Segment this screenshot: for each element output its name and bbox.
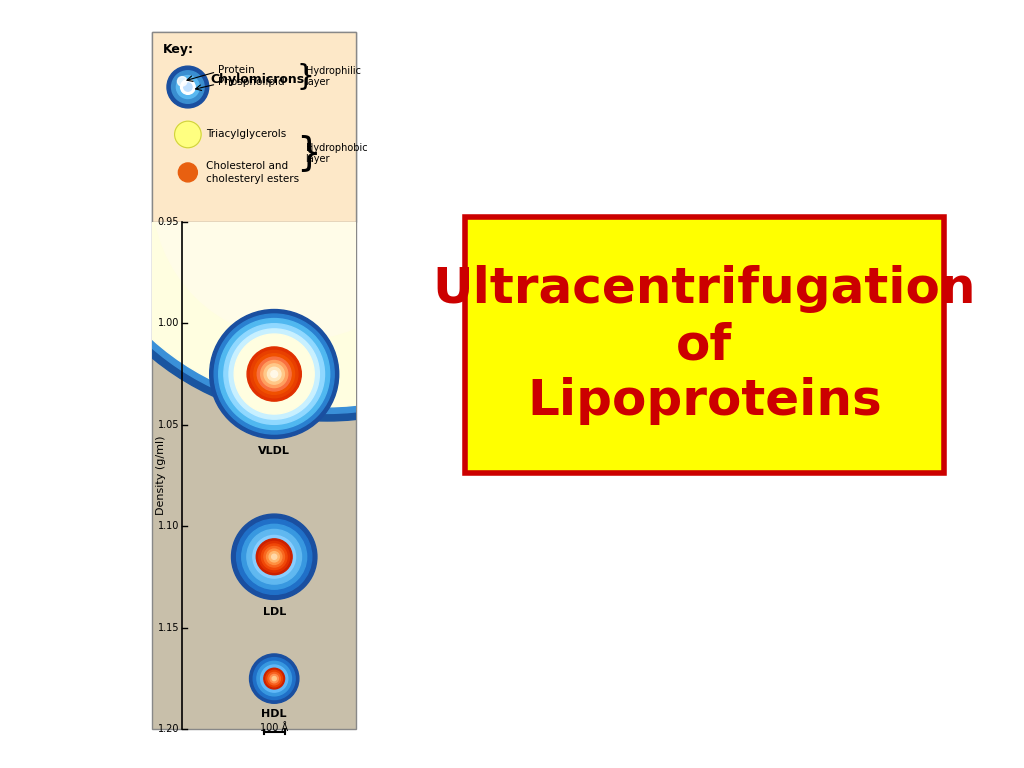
Circle shape xyxy=(276,57,416,197)
Circle shape xyxy=(177,77,187,86)
Circle shape xyxy=(270,674,279,683)
Circle shape xyxy=(267,367,281,381)
Text: Density (g/ml): Density (g/ml) xyxy=(157,435,166,515)
Circle shape xyxy=(214,314,334,434)
Text: 1.05: 1.05 xyxy=(158,420,179,430)
Text: VLDL: VLDL xyxy=(258,446,290,456)
FancyBboxPatch shape xyxy=(465,217,944,473)
Circle shape xyxy=(275,47,427,198)
Circle shape xyxy=(272,677,276,680)
Circle shape xyxy=(271,554,276,559)
Circle shape xyxy=(237,519,311,594)
Text: Triacylglycerols: Triacylglycerols xyxy=(206,130,286,140)
Circle shape xyxy=(261,360,288,388)
Text: }: } xyxy=(296,62,313,91)
Circle shape xyxy=(257,661,292,696)
Circle shape xyxy=(259,541,290,572)
Circle shape xyxy=(264,547,285,567)
Circle shape xyxy=(247,347,301,401)
Text: 0.95: 0.95 xyxy=(158,217,179,227)
Circle shape xyxy=(251,350,298,398)
Circle shape xyxy=(266,549,282,564)
Circle shape xyxy=(266,0,529,207)
Circle shape xyxy=(234,334,314,414)
Text: Key:: Key: xyxy=(163,43,195,56)
Circle shape xyxy=(250,654,299,703)
Text: Hydrophilic
layer: Hydrophilic layer xyxy=(305,66,360,88)
Circle shape xyxy=(264,668,285,689)
Circle shape xyxy=(224,324,325,425)
Circle shape xyxy=(153,47,445,339)
Circle shape xyxy=(279,88,385,194)
Circle shape xyxy=(264,669,284,688)
Text: HDL: HDL xyxy=(261,709,287,719)
Text: 1.00: 1.00 xyxy=(158,318,179,328)
Circle shape xyxy=(180,80,196,94)
Circle shape xyxy=(278,78,395,195)
Circle shape xyxy=(264,364,285,384)
Circle shape xyxy=(266,670,283,687)
Circle shape xyxy=(257,357,291,391)
Circle shape xyxy=(261,544,287,570)
Text: Phospholipid: Phospholipid xyxy=(218,78,285,88)
Text: Chylomicrons: Chylomicrons xyxy=(211,73,305,86)
Circle shape xyxy=(273,26,447,200)
Circle shape xyxy=(270,0,478,203)
Circle shape xyxy=(268,0,509,205)
Circle shape xyxy=(269,0,499,204)
Circle shape xyxy=(172,71,204,104)
Circle shape xyxy=(231,514,316,600)
Circle shape xyxy=(167,66,209,108)
Circle shape xyxy=(276,68,406,197)
Text: }: } xyxy=(296,134,321,173)
Text: Protein: Protein xyxy=(218,65,255,75)
Circle shape xyxy=(269,0,488,204)
Circle shape xyxy=(59,0,595,413)
Circle shape xyxy=(270,371,278,377)
Circle shape xyxy=(247,529,301,584)
Text: 1.15: 1.15 xyxy=(158,623,179,633)
Circle shape xyxy=(256,539,292,574)
Circle shape xyxy=(265,0,540,208)
Text: Hydrophobic
layer: Hydrophobic layer xyxy=(305,143,368,164)
Text: LDL: LDL xyxy=(262,607,286,617)
Text: 1.10: 1.10 xyxy=(158,521,179,531)
Circle shape xyxy=(264,0,550,209)
Circle shape xyxy=(219,319,330,429)
Circle shape xyxy=(269,551,280,562)
Circle shape xyxy=(178,163,198,182)
Circle shape xyxy=(253,657,295,700)
Text: 1.20: 1.20 xyxy=(158,724,179,734)
Circle shape xyxy=(183,83,193,91)
Bar xyxy=(152,32,355,730)
Circle shape xyxy=(52,0,602,421)
Text: Cholesterol and: Cholesterol and xyxy=(206,161,288,170)
Text: cholesteryl esters: cholesteryl esters xyxy=(206,174,299,184)
Circle shape xyxy=(176,75,200,98)
Circle shape xyxy=(263,0,560,210)
Circle shape xyxy=(254,354,295,394)
Circle shape xyxy=(272,16,458,200)
Text: 100 Å: 100 Å xyxy=(260,723,289,733)
Circle shape xyxy=(262,0,581,211)
Circle shape xyxy=(263,0,570,210)
Circle shape xyxy=(174,121,201,147)
FancyBboxPatch shape xyxy=(0,16,976,752)
Bar xyxy=(152,32,355,222)
Circle shape xyxy=(229,329,319,419)
Circle shape xyxy=(242,525,306,589)
Text: Ultracentrifugation
of
Lipoproteins: Ultracentrifugation of Lipoproteins xyxy=(433,266,976,425)
Circle shape xyxy=(210,310,339,439)
Circle shape xyxy=(261,665,288,692)
Circle shape xyxy=(271,5,468,202)
Circle shape xyxy=(253,535,296,578)
Circle shape xyxy=(267,0,519,206)
Circle shape xyxy=(67,0,588,407)
Circle shape xyxy=(274,36,437,199)
Circle shape xyxy=(268,673,281,685)
